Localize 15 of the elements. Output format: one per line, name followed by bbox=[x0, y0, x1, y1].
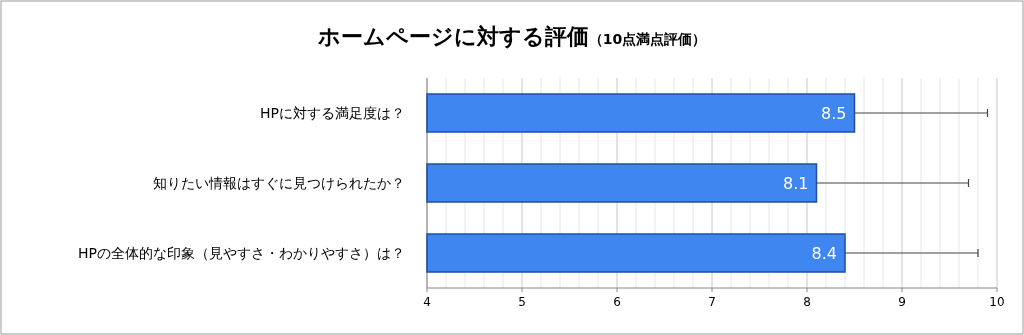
data-label: 8.5 bbox=[821, 104, 847, 123]
x-tick-label: 4 bbox=[423, 295, 431, 309]
x-tick-label: 9 bbox=[898, 295, 906, 309]
x-tick-label: 6 bbox=[613, 295, 621, 309]
x-tick-label: 7 bbox=[708, 295, 716, 309]
x-tick-label: 10 bbox=[989, 295, 1005, 309]
chart-subtitle: （10点満点評価） bbox=[588, 31, 707, 47]
data-label: 8.4 bbox=[811, 244, 837, 263]
y-tick-label: 知りたい情報はすぐに見つけられたか？ bbox=[153, 175, 405, 191]
y-tick-label: HPに対する満足度は？ bbox=[260, 105, 405, 121]
x-tick-label: 8 bbox=[803, 295, 811, 309]
chart-title: ホームページに対する評価 bbox=[316, 24, 589, 49]
y-tick-label: HPの全体的な印象（見やすさ・わかりやすさ）は？ bbox=[78, 245, 405, 261]
x-tick-label: 5 bbox=[518, 295, 526, 309]
data-label: 8.1 bbox=[783, 174, 809, 193]
